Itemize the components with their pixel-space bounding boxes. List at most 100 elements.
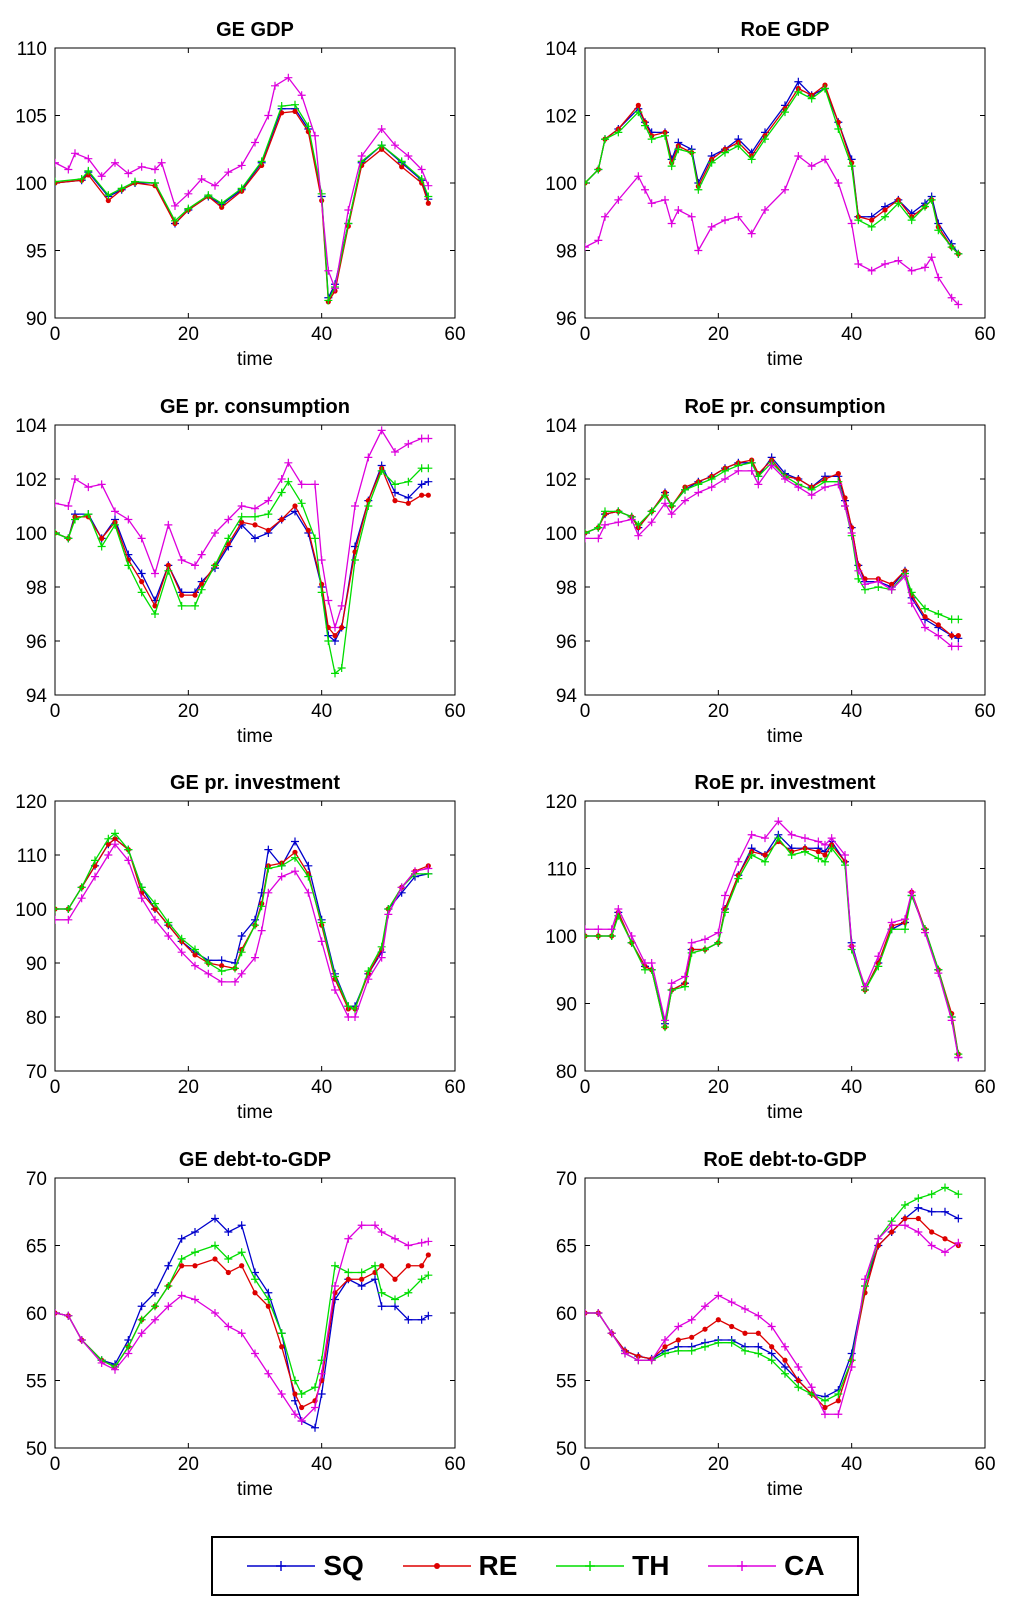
data-point-ca [847, 529, 856, 537]
x-axis-label: time [767, 1479, 803, 1500]
data-point-ca [331, 284, 339, 293]
series-group [585, 817, 963, 1062]
series-group [585, 453, 963, 651]
data-point-th [754, 1349, 763, 1358]
data-point-sq [224, 1228, 233, 1236]
data-point-ca [714, 1291, 723, 1300]
data-point-re [405, 1263, 411, 1269]
data-point-re [152, 906, 158, 912]
data-point-th [801, 847, 809, 856]
chart-title: RoE pr. investment [694, 772, 875, 794]
data-point-re [729, 1323, 735, 1330]
data-point-th [781, 108, 789, 117]
data-point-ca [317, 1369, 326, 1378]
series-line-sq [55, 1217, 429, 1429]
series-group [55, 73, 433, 305]
data-point-ca [707, 483, 716, 492]
data-point-th [191, 601, 199, 610]
x-tick-label: 20 [708, 324, 729, 345]
x-tick-label: 0 [50, 701, 61, 722]
x-tick-label: 60 [444, 1077, 465, 1098]
data-point-ca [397, 883, 406, 892]
data-point-re [339, 624, 345, 631]
data-point-ca [157, 158, 166, 167]
data-point-ca [674, 206, 683, 214]
axes-box [54, 1177, 456, 1449]
data-point-ca [727, 1298, 736, 1307]
y-tick-label: 80 [556, 1062, 577, 1083]
chart-title: GE pr. investment [170, 772, 340, 794]
data-point-ca [164, 520, 173, 529]
data-point-ca [124, 856, 133, 865]
data-point-ca [621, 1349, 629, 1358]
data-point-re [419, 1263, 425, 1269]
data-point-ca [634, 531, 643, 540]
x-tick-label: 20 [708, 1454, 729, 1475]
data-point-ca [231, 977, 239, 986]
data-point-th [291, 853, 299, 862]
data-point-th [601, 507, 609, 516]
data-point-ca [424, 864, 433, 873]
data-point-re [139, 579, 145, 585]
data-point-ca [137, 534, 146, 543]
data-point-re [702, 1326, 708, 1332]
data-point-th [661, 131, 669, 140]
axes-box [54, 800, 456, 1072]
data-point-ca [681, 972, 689, 981]
data-point-th [921, 202, 929, 211]
data-point-ca [954, 1053, 963, 1062]
data-point-ca [344, 206, 353, 214]
data-point-ca [585, 243, 589, 252]
series-line-re [585, 840, 959, 1055]
data-point-ca [324, 596, 333, 605]
data-point-th [667, 502, 676, 510]
data-point-ca [927, 253, 936, 262]
data-point-th [607, 932, 616, 940]
data-point-ca [351, 502, 359, 510]
data-point-re [929, 1229, 935, 1235]
data-point-th [317, 588, 326, 597]
data-point-re [219, 204, 225, 210]
data-point-th [927, 195, 936, 204]
data-point-th [585, 529, 589, 537]
x-tick-label: 0 [580, 1454, 591, 1475]
data-point-re [152, 603, 158, 609]
y-tick-label: 104 [15, 416, 47, 437]
data-point-th [204, 959, 213, 967]
data-point-ca [311, 131, 319, 140]
data-point-ca [887, 918, 896, 927]
x-tick-label: 20 [708, 701, 729, 722]
y-tick-label: 90 [26, 954, 47, 975]
data-point-ca [111, 1365, 119, 1374]
data-point-ca [767, 461, 776, 470]
data-point-th [344, 1268, 353, 1277]
data-point-ca [211, 181, 219, 190]
chart-panel: RoE GDP 0 20 40 60 96 98 100 102 104 time [545, 19, 995, 370]
data-point-th [821, 857, 829, 866]
data-point-ca [901, 572, 909, 581]
data-point-th [794, 1383, 803, 1392]
data-point-sq [794, 77, 803, 86]
data-point-ca [614, 195, 623, 204]
data-point-ca [881, 260, 889, 268]
data-point-th [311, 534, 319, 543]
series-line-th [55, 832, 429, 1010]
data-point-th [151, 899, 159, 908]
data-point-ca [647, 518, 656, 527]
data-point-ca [841, 851, 849, 859]
axes-box [584, 424, 986, 696]
data-point-re [225, 1269, 231, 1276]
data-point-ca [781, 185, 789, 194]
data-point-ca [291, 1410, 299, 1419]
data-point-ca [164, 1302, 173, 1311]
data-point-ca [747, 466, 756, 475]
data-point-ca [317, 937, 326, 946]
data-point-th [151, 610, 159, 618]
data-point-th [277, 488, 286, 497]
data-point-re [889, 581, 895, 587]
data-point-th [324, 637, 333, 645]
data-point-ca [781, 1342, 789, 1351]
y-tick-label: 100 [545, 524, 577, 545]
data-point-th [344, 1002, 353, 1011]
data-point-ca [794, 1363, 803, 1371]
